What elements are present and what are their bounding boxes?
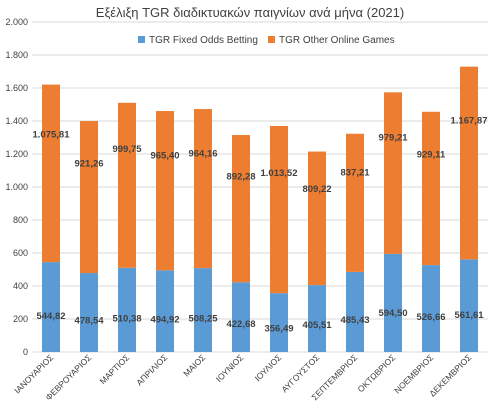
y-tick-label: 2.000 xyxy=(5,17,28,27)
y-tick-label: 1.200 xyxy=(5,149,28,159)
bar-segment xyxy=(346,133,364,272)
bar-segment xyxy=(422,111,440,266)
bar-segment xyxy=(232,135,250,283)
bar-segment xyxy=(42,262,60,352)
legend-swatch xyxy=(138,36,145,43)
bar-segment xyxy=(422,265,440,352)
bar-segment xyxy=(308,285,326,352)
data-label: 561,61 xyxy=(454,310,484,321)
y-axis: 0 200 400 600 800 1.000 1.200 1.400 1.600 1.800 2.… xyxy=(5,17,28,357)
x-tick-label: ΜΑΙΟΣ xyxy=(181,352,207,378)
data-label: 809,22 xyxy=(302,184,331,195)
data-label: 1.167,87 xyxy=(451,116,488,127)
data-label: 594,50 xyxy=(378,308,407,319)
bar-segment xyxy=(42,84,60,263)
gridlines xyxy=(32,21,488,353)
y-tick-label: 1.000 xyxy=(5,182,28,192)
y-tick-label: 1.800 xyxy=(5,50,28,60)
bar-segment xyxy=(460,66,478,260)
data-label: 1.075,81 xyxy=(33,129,71,140)
x-tick-label: ΑΠΡΙΛΙΟΣ xyxy=(134,352,169,387)
x-tick-label: ΑΥΓΟΥΣΤΟΣ xyxy=(279,352,321,394)
data-label: 837,21 xyxy=(340,167,370,178)
data-label: 964,16 xyxy=(188,149,217,160)
bars: 544,82 1.075,81 478,54 921,26 510,38 999,75 49… xyxy=(33,66,488,352)
data-label: 510,38 xyxy=(112,313,141,324)
data-label: 422,68 xyxy=(226,319,255,330)
bar-segment xyxy=(384,92,402,254)
data-label: 965,40 xyxy=(150,151,179,162)
y-tick-label: 0 xyxy=(23,347,28,357)
x-tick-label: ΟΚΤΩΒΡΙΟΣ xyxy=(356,352,398,394)
x-tick-label: ΙΟΥΝΙΟΣ xyxy=(214,352,246,384)
bar-segment xyxy=(156,270,174,352)
legend-label: TGR Fixed Odds Betting xyxy=(149,35,258,46)
data-label: 405,51 xyxy=(302,320,332,331)
bar-segment xyxy=(346,271,364,352)
bar-segment xyxy=(80,273,98,352)
data-label: 921,26 xyxy=(74,159,103,170)
y-tick-label: 1.600 xyxy=(5,83,28,93)
bar-segment xyxy=(194,109,212,269)
x-tick-label: ΜΑΡΤΙΟΣ xyxy=(98,352,132,386)
data-label: 485,43 xyxy=(340,315,369,326)
legend-swatch xyxy=(268,36,275,43)
legend: TGR Fixed Odds Betting TGR Other Online G… xyxy=(138,35,395,46)
x-tick-label: ΙΟΥΛΙΟΣ xyxy=(253,352,284,383)
data-label: 544,82 xyxy=(36,311,65,322)
data-label: 526,66 xyxy=(416,312,445,323)
data-label: 929,11 xyxy=(417,150,446,161)
bar-segment xyxy=(384,253,402,352)
legend-label: TGR Other Online Games xyxy=(279,35,395,46)
data-label: 1.013,52 xyxy=(261,168,298,179)
chart-title: Εξέλιξη TGR διαδικτυακών παιγνίων ανά μή… xyxy=(96,5,404,20)
data-label: 979,21 xyxy=(378,133,408,144)
bar-segment xyxy=(270,293,288,352)
bar-segment xyxy=(270,125,288,294)
y-tick-label: 800 xyxy=(13,215,28,225)
bar-segment xyxy=(232,282,250,352)
data-label: 478,54 xyxy=(74,315,104,326)
y-tick-label: 400 xyxy=(13,281,28,291)
data-label: 508,25 xyxy=(188,313,218,324)
data-label: 494,92 xyxy=(150,314,179,325)
data-label: 892,28 xyxy=(226,171,255,182)
bar-segment xyxy=(460,259,478,352)
bar-segment xyxy=(80,121,98,274)
bar-segment xyxy=(194,268,212,352)
bar-segment xyxy=(118,267,136,352)
y-tick-label: 1.400 xyxy=(5,116,28,126)
y-tick-label: 600 xyxy=(13,248,28,258)
data-label: 999,75 xyxy=(112,144,142,155)
data-label: 356,49 xyxy=(264,323,293,334)
bar-segment xyxy=(308,151,326,286)
bar-segment xyxy=(156,111,174,271)
y-tick-label: 200 xyxy=(13,314,28,324)
bar-segment xyxy=(118,102,136,268)
